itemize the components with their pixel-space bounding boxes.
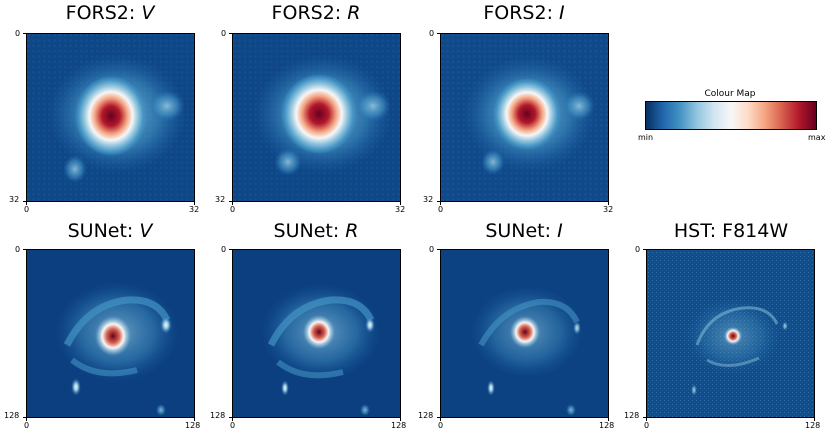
tick-mark (437, 201, 440, 202)
x-tick-min: 0 (24, 205, 30, 214)
tick-mark (440, 202, 441, 205)
y-tick-min: 0 (221, 29, 227, 38)
title-prefix: FORS2: (483, 2, 560, 24)
x-tick-max: 32 (395, 205, 406, 214)
tick-mark (23, 33, 26, 34)
x-tick-max: 128 (185, 421, 201, 430)
y-tick-min: 0 (15, 29, 21, 38)
tick-mark (814, 418, 815, 421)
y-tick-max: 128 (4, 411, 20, 420)
x-tick-max: 128 (805, 421, 821, 430)
tick-mark (23, 201, 26, 202)
tick-mark (400, 202, 401, 205)
tick-mark (23, 417, 26, 418)
tick-mark (608, 418, 609, 421)
fors2-r-image (232, 33, 401, 202)
tick-mark (26, 418, 27, 421)
sunet-v-image (26, 249, 195, 418)
x-tick-max: 128 (599, 421, 615, 430)
y-tick-max: 128 (624, 411, 640, 420)
tick-mark (229, 249, 232, 250)
title-prefix: FORS2: (65, 2, 142, 24)
tick-mark (229, 33, 232, 34)
colorbar-title: Colour Map (704, 89, 756, 99)
tick-mark (437, 417, 440, 418)
x-tick-max: 32 (603, 205, 614, 214)
tick-mark (229, 417, 232, 418)
title-band: R (347, 2, 361, 24)
colorbar (645, 101, 817, 130)
x-tick-min: 0 (24, 421, 30, 430)
tick-mark (23, 249, 26, 250)
panel-title: HST: F814W (673, 220, 789, 242)
colorbar-max-label: max (808, 133, 826, 142)
tick-mark (232, 418, 233, 421)
tick-mark (26, 202, 27, 205)
y-tick-min: 0 (15, 245, 21, 254)
title-band: V (139, 220, 153, 242)
panel-title: FORS2: R (272, 2, 361, 24)
title-prefix: FORS2: (271, 2, 348, 24)
tick-mark (229, 201, 232, 202)
tick-mark (646, 418, 647, 421)
colorbar-min-label: min (638, 133, 654, 142)
y-tick-max: 128 (418, 411, 434, 420)
y-tick-max: 32 (215, 195, 226, 204)
panel-title: FORS2: I (483, 2, 564, 24)
title-prefix: SUNet: (67, 220, 140, 242)
x-tick-min: 0 (438, 205, 444, 214)
y-tick-min: 0 (221, 245, 227, 254)
title-band: I (559, 2, 565, 24)
tick-mark (608, 202, 609, 205)
title-prefix: SUNet: (485, 220, 558, 242)
y-tick-max: 32 (9, 195, 20, 204)
y-tick-max: 128 (210, 411, 226, 420)
sunet-r-image (232, 249, 401, 418)
tick-mark (440, 418, 441, 421)
x-tick-min: 0 (644, 421, 650, 430)
fors2-v-image (26, 33, 195, 202)
title-band: I (557, 220, 563, 242)
tick-mark (194, 202, 195, 205)
sunet-i-image (440, 249, 609, 418)
title-prefix: SUNet: (273, 220, 346, 242)
x-tick-max: 128 (391, 421, 407, 430)
panel-title: SUNet: V (68, 220, 153, 242)
x-tick-min: 0 (230, 421, 236, 430)
title-band: R (345, 220, 359, 242)
tick-mark (194, 418, 195, 421)
tick-mark (643, 249, 646, 250)
y-tick-min: 0 (429, 245, 435, 254)
panel-title: FORS2: V (66, 2, 155, 24)
title-band: V (141, 2, 155, 24)
tick-mark (437, 33, 440, 34)
tick-mark (232, 202, 233, 205)
hst-f814w-image (646, 249, 815, 418)
tick-mark (643, 417, 646, 418)
tick-mark (437, 249, 440, 250)
fors2-i-image (440, 33, 609, 202)
panel-title: SUNet: R (274, 220, 359, 242)
x-tick-min: 0 (438, 421, 444, 430)
x-tick-min: 0 (230, 205, 236, 214)
panel-title: SUNet: I (485, 220, 562, 242)
y-tick-min: 0 (635, 245, 641, 254)
x-tick-max: 32 (189, 205, 200, 214)
y-tick-min: 0 (429, 29, 435, 38)
y-tick-max: 32 (423, 195, 434, 204)
tick-mark (400, 418, 401, 421)
